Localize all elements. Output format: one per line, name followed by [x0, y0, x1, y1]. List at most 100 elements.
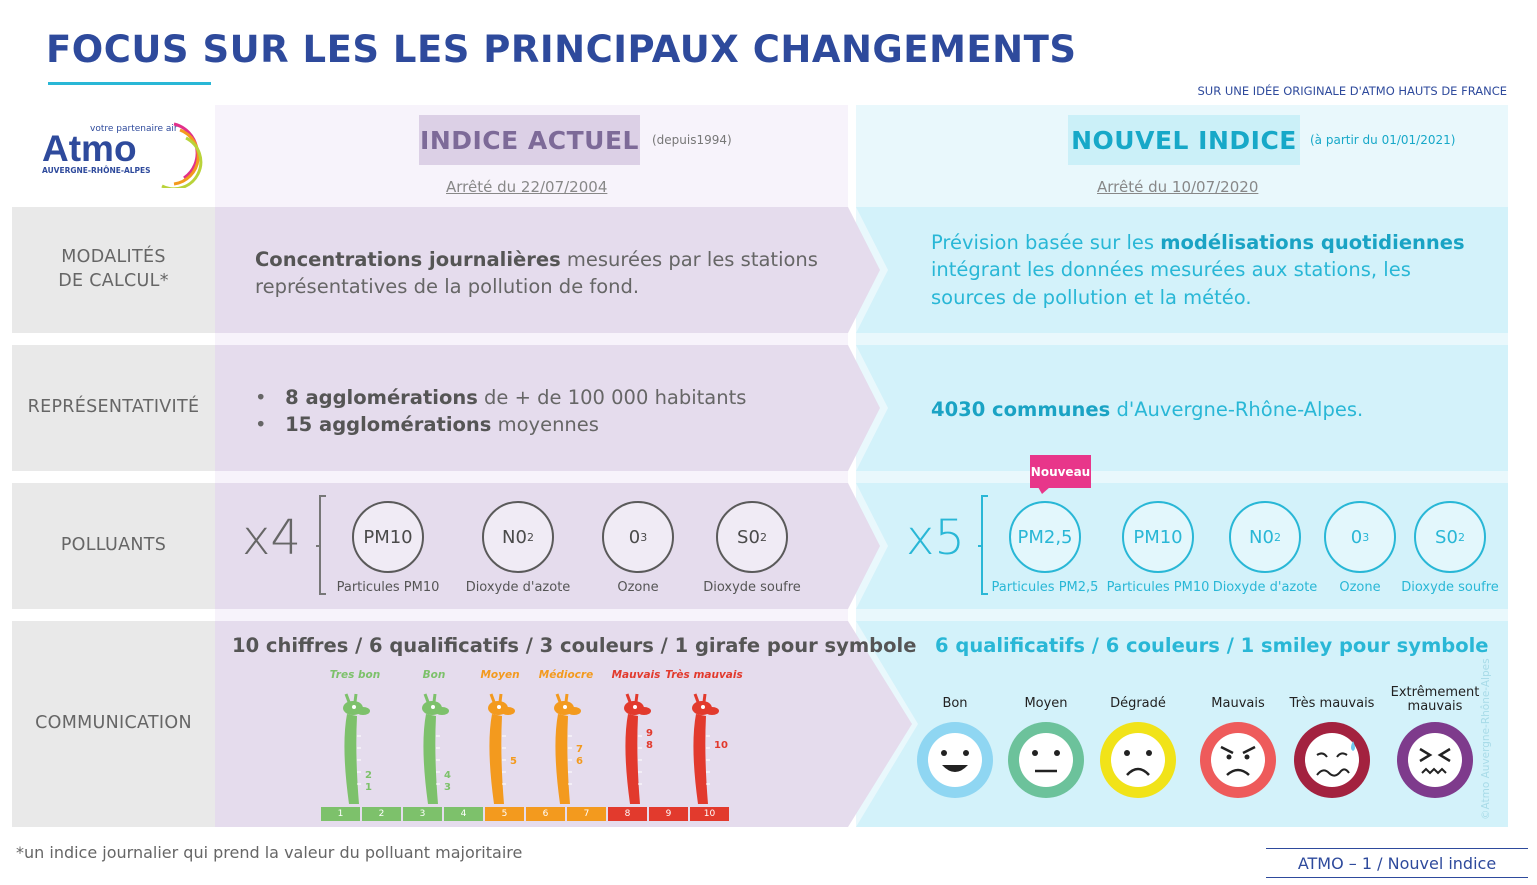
row-repr-old-shape: [215, 345, 880, 471]
giraffe-icon: [422, 693, 449, 804]
smiley-label: Mauvais: [1211, 696, 1265, 711]
logo-arcs-icon: [161, 122, 203, 188]
pollutant-symbol: 0: [628, 526, 641, 548]
old-index-since: (depuis1994): [652, 133, 732, 147]
giraffe-icon: [343, 693, 370, 804]
new-bracket: [978, 495, 988, 595]
row-label-calcul-line2: DE CALCUL*: [58, 271, 169, 291]
pollutant-symbol: PM10: [363, 526, 413, 548]
row-calcul-new-shape: [856, 207, 1508, 333]
pollutant-circle: PM10: [1122, 501, 1194, 573]
smiley-sweat-icon: [1294, 722, 1370, 798]
new-index-decree[interactable]: Arrêté du 10/07/2020: [1097, 178, 1259, 196]
giraffe-number: 4: [444, 770, 451, 781]
pollutant-symbol: PM10: [1133, 526, 1183, 548]
logo-region: AUVERGNE-RHÔNE-ALPES: [42, 166, 151, 175]
pollutant-circle: PM2,5: [1009, 501, 1081, 573]
pollutant-symbol: N0: [1249, 526, 1274, 548]
pollutant-circle: N0 2: [482, 501, 554, 573]
new-index-title: NOUVEL INDICE: [1068, 115, 1300, 165]
scale-cell: 1: [321, 807, 360, 821]
pollutant-subscript: 3: [640, 530, 648, 544]
giraffe-icon: [488, 693, 515, 804]
pollutant-name: Ozone: [1339, 580, 1381, 595]
smiley-disgust-icon: [1397, 722, 1473, 798]
repr-old-bullet: • 15 agglomérations moyennes: [255, 413, 599, 437]
repr-old-bullet-text: moyennes: [491, 413, 599, 437]
pollutant-symbol: S0: [737, 526, 760, 548]
giraffe-icon: [692, 693, 719, 804]
comm-new-title: 6 qualificatifs / 6 couleurs / 1 smiley …: [935, 634, 1489, 657]
repr-new-text: 4030 communes d'Auvergne-Rhône-Alpes.: [931, 396, 1491, 423]
comm-old-title: 10 chiffres / 6 qualificatifs / 3 couleu…: [232, 634, 917, 657]
calcul-new-text3: sources de pollution et la météo.: [931, 285, 1252, 309]
title-underline: [48, 82, 211, 85]
pollutant-subscript: 2: [1457, 530, 1465, 544]
old-index-decree[interactable]: Arrêté du 22/07/2004: [446, 178, 608, 196]
smiley-happy-icon: [917, 722, 993, 798]
calcul-new-text: Prévision basée sur les modélisations qu…: [931, 229, 1491, 311]
repr-old-bullet-text: de + de 100 000 habitants: [477, 386, 747, 409]
pollutant-symbol: N0: [502, 526, 527, 548]
giraffe-number: 5: [510, 756, 517, 767]
scale-cell: 6: [526, 807, 565, 821]
calcul-old-text1: mesurées par les stations: [560, 248, 818, 271]
smiley-label: Bon: [942, 696, 968, 711]
calcul-new-text2: intégrant les données mesurées aux stati…: [931, 258, 1411, 282]
copyright-text: ©Atmo Auvergne-Rhône-Alpes: [1480, 658, 1492, 820]
giraffe-icon: [624, 693, 651, 804]
giraffe-number: 1: [365, 782, 372, 793]
logo-tagline: votre partenaire air: [90, 124, 178, 134]
giraffe-label: Tres bon: [329, 669, 381, 681]
giraffe-label: Très mauvais: [665, 669, 743, 681]
repr-old-list: • 8 agglomérations de + de 100 000 habit…: [255, 384, 835, 439]
calcul-old-text2: représentatives de la pollution de fond.: [255, 275, 640, 299]
pollutant-name: Particules PM2,5: [991, 580, 1099, 595]
giraffe-label: Mauvais: [611, 669, 661, 681]
pollutant-symbol: 0: [1350, 526, 1363, 548]
old-index-title: INDICE ACTUEL: [419, 115, 640, 165]
giraffe-number: 7: [576, 744, 583, 755]
row-repr-new-shape: [856, 345, 1508, 471]
scale-cell: 10: [690, 807, 729, 821]
pollutant-circle: S0 2: [1414, 501, 1486, 573]
old-multiplier: x4: [242, 510, 301, 566]
new-multiplier: x5: [906, 510, 965, 566]
atmo-logo: votre partenaire air Atmo AUVERGNE-RHÔNE…: [40, 118, 203, 188]
footnote: *un indice journalier qui prend la valeu…: [16, 843, 523, 862]
scale-cell: 4: [444, 807, 483, 821]
page-title: FOCUS SUR LES LES PRINCIPAUX CHANGEMENTS: [46, 28, 1077, 71]
row-label-calcul: MODALITÉS DE CALCUL*: [12, 207, 215, 333]
pollutant-symbol: PM2,5: [1017, 526, 1073, 548]
pollutant-name: Particules PM10: [1106, 580, 1210, 595]
new-tag-badge: Nouveau: [1030, 455, 1091, 488]
smiley-label: Dégradé: [1110, 696, 1166, 711]
scale-cell: 5: [485, 807, 524, 821]
pollutant-name: Ozone: [617, 580, 659, 595]
row-label-representativite: REPRÉSENTATIVITÉ: [12, 345, 215, 471]
pollutant-name: Dioxyde d'azote: [465, 580, 571, 595]
row-label-polluants: POLLUANTS: [12, 483, 215, 609]
scale-cell: 7: [567, 807, 606, 821]
pollutant-name: Dioxyde d'azote: [1212, 580, 1318, 595]
row-label-communication: COMMUNICATION: [12, 621, 215, 827]
credit-text: SUR UNE IDÉE ORIGINALE D'ATMO HAUTS DE F…: [1197, 84, 1507, 98]
giraffe-number: 8: [646, 740, 653, 751]
repr-new-rest: d'Auvergne-Rhône-Alpes.: [1110, 398, 1364, 421]
smiley-label: Moyen: [1024, 696, 1068, 711]
repr-old-bullet-bold: 8 agglomérations: [285, 386, 478, 409]
calcul-old-bold: Concentrations journalières: [255, 248, 561, 271]
giraffe-label: Moyen: [480, 669, 520, 681]
pollutant-circle: S0 2: [716, 501, 788, 573]
giraffe-number: 10: [714, 740, 728, 751]
giraffe-number: 9: [646, 728, 653, 739]
logo-name: Atmo: [42, 128, 137, 169]
repr-old-bullet: • 8 agglomérations de + de 100 000 habit…: [255, 386, 747, 409]
smiley-label: Extrêmement mauvais: [1390, 685, 1480, 714]
giraffe-label: Bon: [422, 669, 446, 681]
smiley-angry-icon: [1200, 722, 1276, 798]
row-calcul-old-shape: [215, 207, 880, 333]
repr-old-bullet-bold: 15 agglomérations: [285, 413, 492, 437]
giraffe-number: 2: [365, 770, 372, 781]
